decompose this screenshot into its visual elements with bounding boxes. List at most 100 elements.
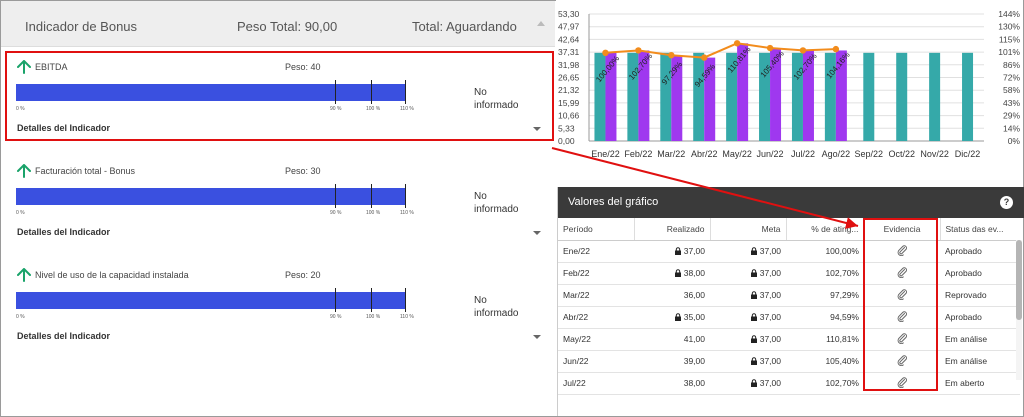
cell-periodo: Jul/22 [558, 372, 634, 395]
cell-evidencia[interactable] [864, 262, 940, 285]
expand-caret-icon[interactable] [533, 127, 541, 131]
realizado-value: 35,00 [683, 312, 705, 322]
table-row[interactable]: May/22 41,00 37,00 110,81% Em análise [558, 328, 1020, 351]
cell-realizado: 35,00 [634, 306, 710, 329]
scale-tick-label: 100 % [366, 106, 381, 112]
bar-meta [627, 52, 639, 141]
indicator-name: EBITDA [35, 62, 68, 72]
meta-value: 37,00 [759, 334, 781, 344]
y-tick-label: 31,98 [558, 60, 580, 70]
indicator-peso: Peso: 20 [285, 270, 321, 280]
highlight-ebitda-box [5, 51, 554, 141]
col-evidencia[interactable]: Evidencia [864, 218, 941, 241]
bar-realizado [737, 43, 749, 141]
y-tick-label: 26,65 [558, 73, 580, 83]
table-row[interactable]: Abr/22 35,00 37,00 94,59% Aprobado [558, 306, 1020, 329]
table-row[interactable]: Feb/22 38,00 37,00 102,70% Aprobado [558, 262, 1020, 285]
trend-up-arrow-icon [17, 164, 31, 178]
x-tick-label: Jun/22 [757, 149, 784, 159]
paperclip-icon[interactable] [896, 354, 908, 367]
cell-realizado: 39,00 [634, 350, 710, 373]
table-row[interactable]: Jun/22 39,00 37,00 105,40% Em análise [558, 350, 1020, 373]
col-status[interactable]: Status das ev... [940, 218, 1020, 241]
total-status: Total: Aguardando [412, 19, 517, 34]
indicator-details-link[interactable]: Detalles del Indicador [17, 227, 111, 237]
col-realizado[interactable]: Realizado [634, 218, 711, 241]
x-tick-label: Mar/22 [657, 149, 685, 159]
expand-caret-icon[interactable] [533, 335, 541, 339]
help-icon[interactable]: ? [1000, 196, 1013, 209]
col-meta[interactable]: Meta [710, 218, 787, 241]
cell-evidencia[interactable] [864, 328, 940, 351]
cell-evidencia[interactable] [864, 306, 940, 329]
cell-evidencia[interactable] [864, 240, 940, 263]
line-point [799, 47, 807, 54]
indicator-details-link[interactable]: Detalles del Indicador [17, 123, 111, 133]
cell-status: Em análise [940, 328, 1020, 351]
line-point [668, 51, 675, 59]
scrollbar-thumb[interactable] [1016, 240, 1022, 320]
lock-icon [750, 357, 757, 365]
highlight-evidence-column [863, 218, 938, 391]
paperclip-icon[interactable] [896, 376, 908, 389]
cell-evidencia[interactable] [864, 284, 940, 307]
table-scrollbar[interactable] [1016, 240, 1022, 380]
chart-values-title: Valores del gráfico [568, 196, 659, 208]
paperclip-icon[interactable] [896, 244, 908, 257]
bar-realizado [802, 50, 814, 141]
cell-meta: 37,00 [710, 240, 786, 263]
paperclip-icon[interactable] [896, 332, 908, 345]
cell-status: Aprobado [940, 262, 1020, 285]
y-tick-label: 47,97 [558, 22, 580, 32]
table-row[interactable]: Jul/22 38,00 37,00 102,70% Em aberto [558, 372, 1020, 395]
scale-tick [371, 288, 372, 312]
scale-tick [335, 288, 336, 312]
paperclip-icon[interactable] [896, 310, 908, 323]
paperclip-icon[interactable] [896, 288, 908, 301]
realizado-value: 36,00 [683, 290, 705, 300]
cell-evidencia[interactable] [864, 350, 940, 373]
bar-realizado [605, 52, 617, 141]
x-tick-label: Dic/22 [955, 149, 981, 159]
bar-realizado [704, 57, 716, 141]
cell-pct: 102,70% [786, 372, 864, 395]
indicator-details-link[interactable]: Detalles del Indicador [17, 331, 111, 341]
bar-meta [863, 52, 875, 141]
y-tick-label: 21,32 [558, 85, 580, 95]
bonus-header[interactable]: Indicador de Bonus Peso Total: 90,00 Tot… [1, 1, 555, 47]
x-tick-label: Jul/22 [791, 149, 815, 159]
lock-icon [750, 335, 757, 343]
bar-meta [824, 52, 836, 141]
y-tick-label: 37,31 [558, 47, 580, 57]
lock-icon [674, 247, 681, 255]
expand-caret-icon[interactable] [533, 231, 541, 235]
y-tick-label: 0,00 [558, 136, 575, 146]
meta-value: 37,00 [759, 312, 781, 322]
chart-values-panel: Valores del gráfico ? Período Realizado … [557, 187, 1024, 416]
col-periodo[interactable]: Período [558, 218, 635, 241]
scale-tick [371, 80, 372, 104]
lock-icon [674, 269, 681, 277]
y2-tick-label: 86% [1003, 60, 1020, 70]
cell-periodo: Ene/22 [558, 240, 634, 263]
cell-meta: 37,00 [710, 372, 786, 395]
cell-periodo: Abr/22 [558, 306, 634, 329]
table-row[interactable]: Mar/22 36,00 37,00 97,29% Reprovado [558, 284, 1020, 307]
bar-realizado [835, 50, 847, 141]
bar-meta [929, 52, 941, 141]
paperclip-icon[interactable] [896, 266, 908, 279]
scale-tick-label: 90 % [330, 106, 342, 112]
bar-meta [791, 52, 803, 141]
realizado-value: 39,00 [683, 356, 705, 366]
line-point [766, 44, 774, 52]
line-pct [605, 42, 836, 59]
indicator-status: No informado [474, 87, 519, 111]
scale-tick-label: 110 % [400, 314, 414, 320]
cell-periodo: Mar/22 [558, 284, 634, 307]
collapse-caret-icon[interactable] [537, 21, 545, 26]
x-tick-label: Nov/22 [920, 149, 949, 159]
table-row[interactable]: Ene/22 37,00 37,00 100,00% Aprobado [558, 240, 1020, 263]
y-tick-label: 10,66 [558, 111, 580, 121]
cell-evidencia[interactable] [864, 372, 940, 395]
